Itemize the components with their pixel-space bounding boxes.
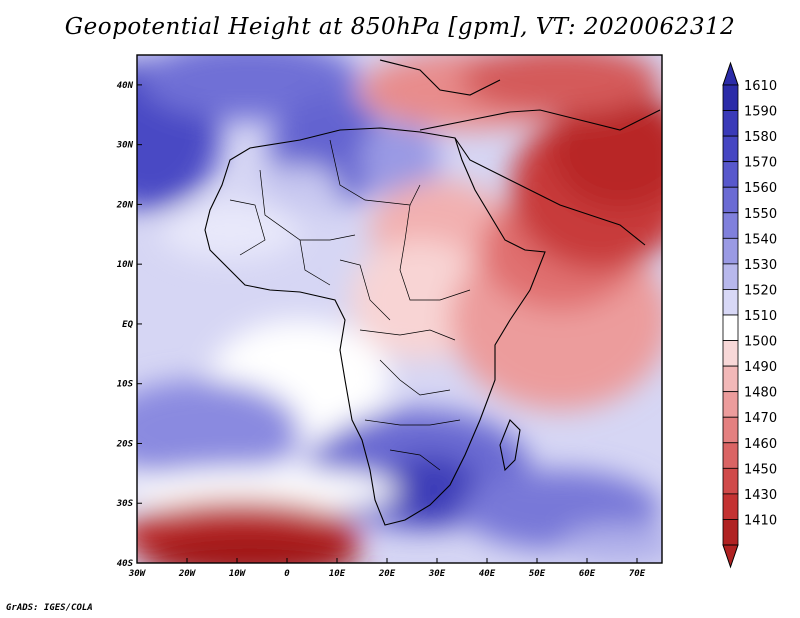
lon-label: 50E (529, 569, 546, 579)
colorbar-bottom-arrow (722, 544, 739, 569)
colorbar-swatch (722, 186, 739, 214)
colorbar-label: 1590 (744, 105, 777, 120)
colorbar-label: 1530 (744, 258, 777, 273)
coastline (204, 59, 661, 526)
lon-axis: 30W 20W 10W 0 10E 20E 30E 40E 50E 60E 70E (128, 558, 646, 579)
colorbar-label: 1470 (744, 411, 777, 426)
colorbar-label: 1550 (744, 207, 777, 222)
colorbar-label: 1490 (744, 360, 777, 375)
lon-label: 30W (128, 569, 147, 579)
map-frame (136, 54, 663, 564)
colorbar-swatch (722, 519, 739, 546)
lat-label: 10N (117, 260, 134, 270)
colorbar-swatch (722, 340, 739, 367)
colorbar-label: 1560 (744, 181, 777, 196)
colorbar-swatch (722, 110, 739, 137)
colorbar-swatch (722, 416, 739, 444)
colorbar-label: 1580 (744, 130, 777, 145)
colorbar-top-arrow (722, 61, 739, 86)
lat-label: 30S (116, 499, 134, 509)
colorbar-swatch (722, 314, 739, 341)
lat-label: 20N (116, 200, 134, 210)
lon-label: 60E (579, 569, 596, 579)
colorbar-label: 1460 (744, 437, 777, 452)
lat-label: EQ (122, 320, 133, 330)
lon-label: 70E (629, 569, 646, 579)
colorbar-swatch (722, 161, 739, 188)
colorbar-swatch (722, 135, 739, 163)
colorbar-swatch (722, 212, 739, 239)
lat-axis: 40N 30N 20N 10N EQ 10S 20S 30S 40S (116, 81, 142, 569)
colorbar-label: 1410 (744, 513, 777, 528)
colorbar-label: 1540 (744, 232, 777, 247)
colorbar-label: 1500 (744, 335, 777, 350)
lat-label: 40S (117, 559, 134, 569)
lat-label: 20S (116, 439, 134, 449)
colorbar-label: 1520 (744, 283, 777, 298)
grads-credit: GrADS: IGES/COLA (6, 603, 93, 613)
colorbar-swatch (722, 391, 739, 418)
colorbar-label: 1480 (744, 386, 777, 401)
colorbar-label: 1510 (744, 309, 777, 324)
lat-label: 30N (116, 141, 134, 151)
country-borders (229, 139, 471, 471)
lon-label: 30E (428, 569, 446, 579)
lon-label: 40E (479, 569, 496, 579)
lon-label: 10W (229, 569, 247, 579)
colorbar-label: 1610 (744, 79, 777, 94)
colorbar-swatch (722, 442, 739, 469)
lon-label: 10E (329, 569, 346, 579)
colorbar-swatch (722, 237, 739, 265)
colorbar-label: 1430 (744, 488, 777, 503)
lon-label: 20W (178, 569, 197, 579)
colorbar-swatch (722, 365, 739, 393)
map-title: Geopotential Height at 850hPa [gpm], VT:… (64, 14, 736, 40)
height-field (137, 55, 662, 563)
colorbar-swatch (722, 289, 739, 316)
colorbar-label: 1570 (744, 156, 777, 171)
colorbar-swatch (722, 84, 739, 111)
colorbar-swatch (722, 263, 739, 290)
lon-label: 0 (284, 569, 290, 579)
lat-label: 10S (117, 380, 134, 390)
colorbar-swatch (722, 467, 739, 495)
colorbar-swatch (722, 493, 739, 520)
colorbar: 1610 1590 1580 1570 1560 1550 1540 1530 1520 1510… (722, 61, 777, 569)
lon-label: 20E (378, 569, 396, 579)
lat-label: 40N (117, 81, 134, 91)
colorbar-label: 1450 (744, 462, 777, 477)
